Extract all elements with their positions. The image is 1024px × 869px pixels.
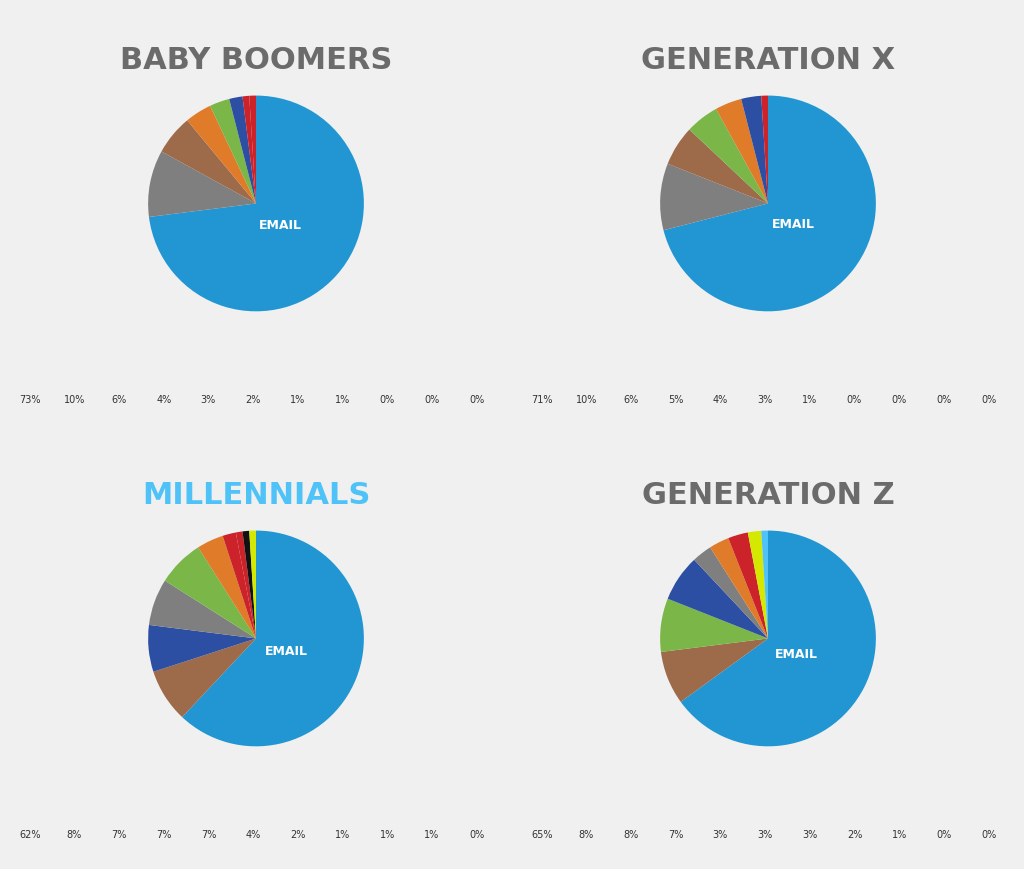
- Text: 8%: 8%: [67, 829, 82, 839]
- Text: 0%: 0%: [981, 829, 996, 839]
- Wedge shape: [210, 100, 256, 204]
- Wedge shape: [711, 539, 768, 639]
- Text: 7%: 7%: [156, 829, 171, 839]
- Text: 3%: 3%: [802, 829, 817, 839]
- Wedge shape: [660, 599, 768, 653]
- Text: 1%: 1%: [335, 829, 350, 839]
- Wedge shape: [182, 531, 364, 746]
- Wedge shape: [243, 96, 256, 204]
- Text: 7%: 7%: [112, 829, 127, 839]
- Text: 5%: 5%: [668, 395, 683, 405]
- Text: 7%: 7%: [201, 829, 216, 839]
- Wedge shape: [660, 164, 768, 231]
- Wedge shape: [148, 96, 364, 312]
- Text: 2%: 2%: [290, 829, 305, 839]
- Wedge shape: [222, 533, 256, 639]
- Text: 0%: 0%: [469, 395, 484, 405]
- Wedge shape: [664, 96, 876, 312]
- Text: 2%: 2%: [847, 829, 862, 839]
- Text: 7%: 7%: [668, 829, 683, 839]
- Text: 8%: 8%: [579, 829, 594, 839]
- Text: 73%: 73%: [19, 395, 40, 405]
- Text: 6%: 6%: [112, 395, 127, 405]
- Text: 3%: 3%: [713, 829, 728, 839]
- Text: 71%: 71%: [531, 395, 552, 405]
- Wedge shape: [148, 581, 256, 639]
- Wedge shape: [249, 531, 256, 639]
- Text: 0%: 0%: [380, 395, 395, 405]
- Wedge shape: [249, 96, 256, 204]
- Text: 0%: 0%: [936, 829, 951, 839]
- Text: 0%: 0%: [469, 829, 484, 839]
- Text: 1%: 1%: [290, 395, 305, 405]
- Wedge shape: [165, 547, 256, 639]
- Text: 10%: 10%: [575, 395, 597, 405]
- Text: 3%: 3%: [758, 395, 773, 405]
- Text: 4%: 4%: [156, 395, 171, 405]
- Text: 0%: 0%: [892, 395, 907, 405]
- Text: 1%: 1%: [802, 395, 817, 405]
- Text: 8%: 8%: [624, 829, 639, 839]
- Text: 3%: 3%: [758, 829, 773, 839]
- Wedge shape: [199, 536, 256, 639]
- Text: EMAIL: EMAIL: [772, 217, 815, 230]
- Wedge shape: [728, 533, 768, 639]
- Wedge shape: [187, 107, 256, 204]
- Text: 1%: 1%: [424, 829, 439, 839]
- Wedge shape: [761, 96, 768, 204]
- Text: EMAIL: EMAIL: [264, 644, 307, 657]
- Text: 3%: 3%: [201, 395, 216, 405]
- Wedge shape: [689, 109, 768, 204]
- Wedge shape: [229, 97, 256, 204]
- Wedge shape: [236, 532, 256, 639]
- Text: 62%: 62%: [19, 829, 40, 839]
- Text: 0%: 0%: [424, 395, 439, 405]
- Text: 4%: 4%: [246, 829, 261, 839]
- Text: EMAIL: EMAIL: [775, 647, 818, 660]
- Text: 1%: 1%: [380, 829, 395, 839]
- Wedge shape: [748, 531, 768, 639]
- Text: 1%: 1%: [892, 829, 907, 839]
- Wedge shape: [660, 639, 768, 702]
- Text: EMAIL: EMAIL: [259, 219, 302, 232]
- Text: 0%: 0%: [847, 395, 862, 405]
- Wedge shape: [154, 639, 256, 717]
- Text: 10%: 10%: [63, 395, 85, 405]
- Wedge shape: [741, 96, 768, 204]
- Text: 0%: 0%: [936, 395, 951, 405]
- Text: GENERATION Z: GENERATION Z: [642, 481, 894, 510]
- Wedge shape: [681, 531, 876, 746]
- Wedge shape: [148, 625, 256, 672]
- Wedge shape: [761, 531, 768, 639]
- Text: BABY BOOMERS: BABY BOOMERS: [120, 46, 392, 76]
- Text: 4%: 4%: [713, 395, 728, 405]
- Text: 0%: 0%: [981, 395, 996, 405]
- Wedge shape: [162, 121, 256, 204]
- Text: 1%: 1%: [335, 395, 350, 405]
- Text: 2%: 2%: [246, 395, 261, 405]
- Wedge shape: [668, 561, 768, 639]
- Text: MILLENNIALS: MILLENNIALS: [141, 481, 371, 510]
- Wedge shape: [668, 130, 768, 204]
- Text: 65%: 65%: [531, 829, 552, 839]
- Wedge shape: [148, 152, 256, 218]
- Wedge shape: [694, 547, 768, 639]
- Text: GENERATION X: GENERATION X: [641, 46, 895, 76]
- Text: 6%: 6%: [624, 395, 639, 405]
- Wedge shape: [716, 100, 768, 204]
- Wedge shape: [243, 531, 256, 639]
